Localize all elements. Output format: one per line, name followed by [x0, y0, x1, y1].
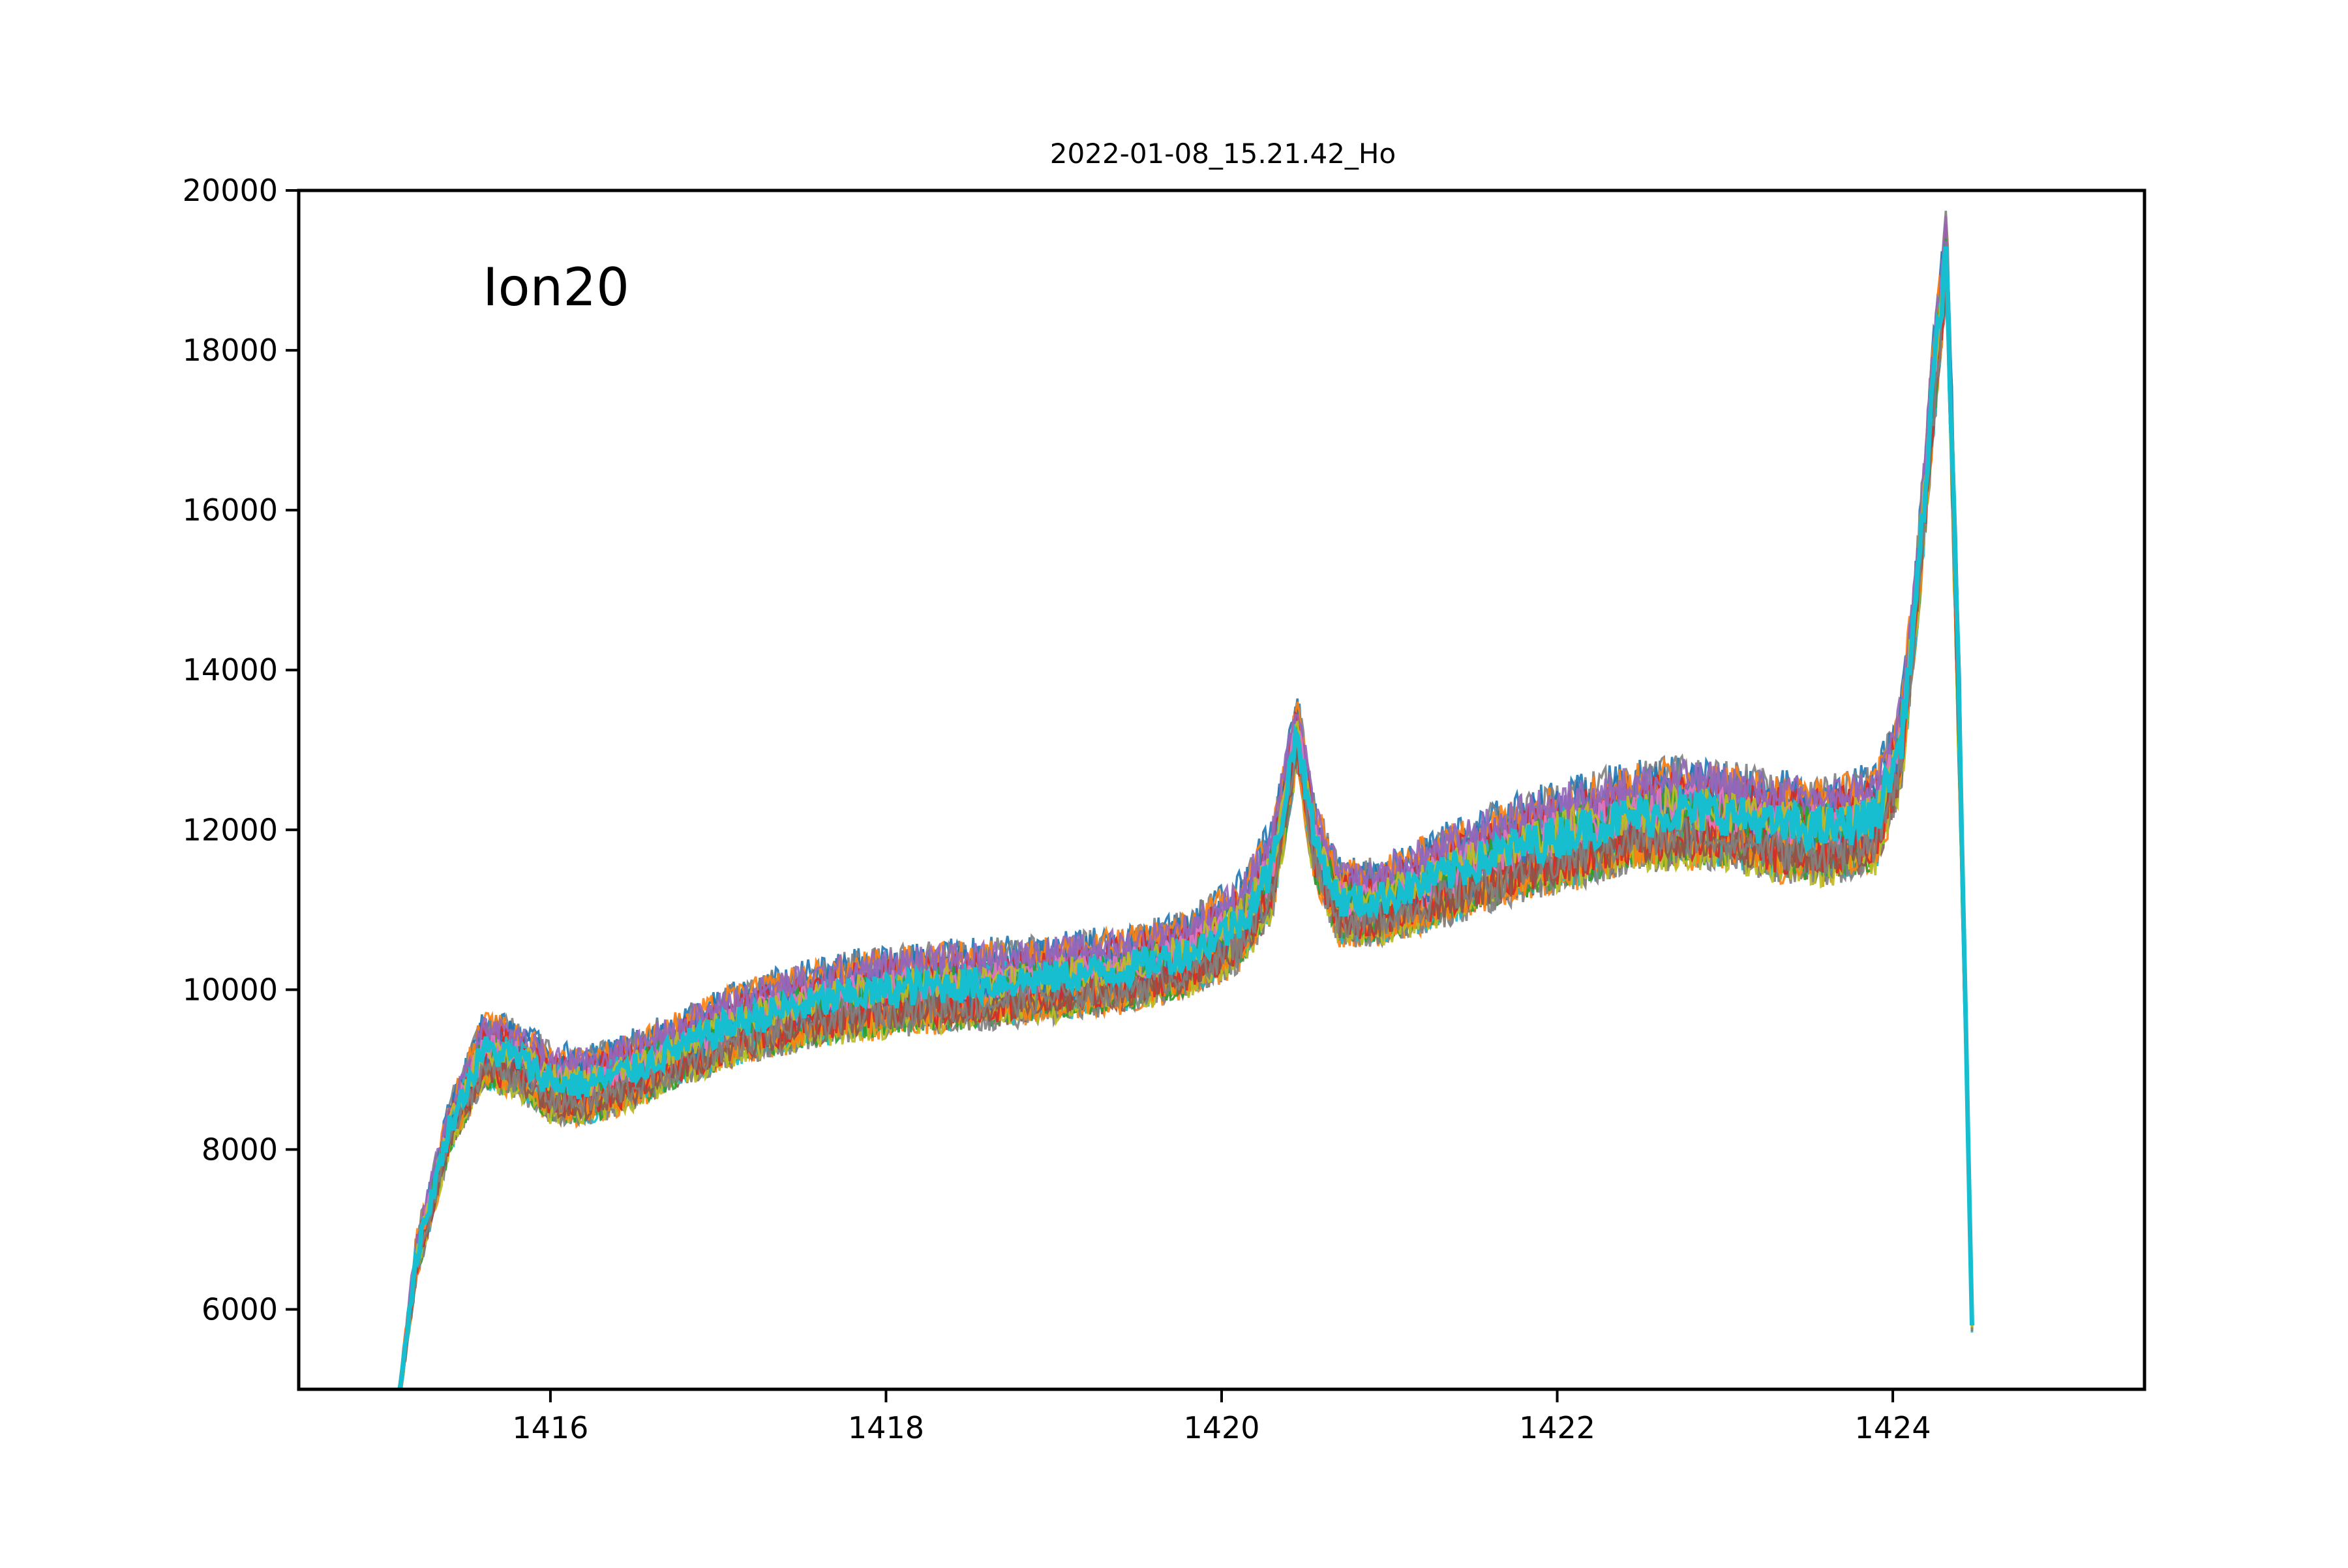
x-tick-label: 1422: [1519, 1410, 1595, 1445]
series-line: [399, 285, 1974, 1389]
series-line: [397, 246, 1974, 1389]
y-tick-label: 10000: [183, 972, 278, 1007]
y-tick-label: 8000: [202, 1132, 278, 1167]
y-tick-label: 12000: [183, 812, 278, 847]
y-tick-label: 14000: [183, 652, 278, 687]
y-tick-label: 18000: [183, 333, 278, 368]
chart-annotation: Ion20: [483, 257, 629, 318]
x-tick-label: 1420: [1183, 1410, 1259, 1445]
series-layer: [397, 211, 1974, 1389]
chart-title: 2022-01-08_15.21.42_Ho: [1050, 138, 1396, 170]
x-tick-label: 1418: [848, 1410, 924, 1445]
x-tick-label: 1424: [1855, 1410, 1931, 1445]
y-tick-label: 16000: [183, 492, 278, 528]
y-tick-label: 6000: [202, 1291, 278, 1327]
series-group: [397, 211, 1974, 1389]
x-axis: 1416 1418 1420 1422 1424: [512, 1389, 1931, 1445]
x-tick-label: 1416: [512, 1410, 588, 1445]
y-axis: 6000 8000 10000 12000 14000 16000 18000 20000: [183, 173, 299, 1327]
y-tick-label: 20000: [183, 173, 278, 208]
